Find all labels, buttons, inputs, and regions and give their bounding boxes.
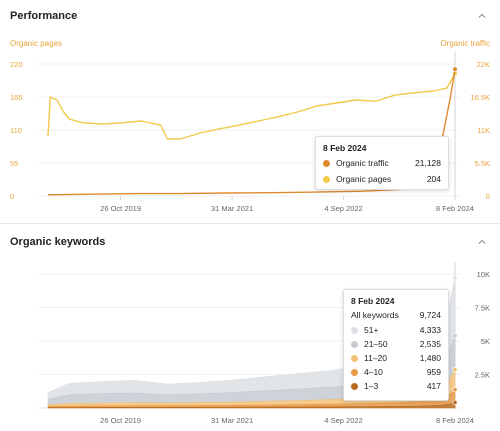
- performance-tooltip-value: 204: [426, 174, 441, 184]
- keywords-y-tick-label: 10K: [477, 270, 490, 279]
- keywords-tooltip-value: 417: [426, 381, 441, 391]
- position-51-plus-dot-icon: [351, 327, 358, 334]
- keywords-tooltip: 8 Feb 2024 All keywords 9,724 51+ 4,333 …: [343, 289, 449, 401]
- position-4-10-dot-icon: [351, 369, 358, 376]
- keywords-tooltip-row: 4–10 959: [351, 367, 441, 379]
- organic-pages-dot-icon: [323, 176, 330, 183]
- performance-tooltip: 8 Feb 2024 Organic traffic 21,128 Organi…: [315, 136, 449, 190]
- left-axis-tick-label: 55: [10, 159, 18, 168]
- performance-x-tick-label: 26 Oct 2019: [100, 204, 141, 213]
- performance-x-tick-label: 8 Feb 2024: [436, 204, 474, 213]
- position-21-50-dot-icon: [351, 341, 358, 348]
- keywords-tooltip-all-value: 9,724: [419, 310, 441, 320]
- keywords-tooltip-value: 1,480: [419, 353, 441, 363]
- performance-x-tick-label: 4 Sep 2022: [324, 204, 362, 213]
- right-axis-tick-label: 22K: [477, 60, 490, 69]
- left-axis-tick-label: 110: [10, 126, 22, 135]
- organic-pages-line: [47, 73, 456, 140]
- left-axis-title: Organic pages: [10, 39, 63, 48]
- right-axis-tick-label: 0: [486, 192, 490, 201]
- position-1-3-dot-icon: [351, 383, 358, 390]
- keywords-x-tick-label: 4 Sep 2022: [324, 416, 362, 425]
- performance-tooltip-date: 8 Feb 2024: [323, 143, 367, 153]
- performance-tooltip-row: Organic pages 204: [323, 174, 441, 186]
- left-axis-tick-label: 220: [10, 60, 23, 69]
- keywords-y-tick-label: 2.5K: [475, 371, 490, 380]
- organic-keywords-title: Organic keywords: [10, 236, 106, 248]
- keywords-area-21-50-point: [452, 333, 458, 339]
- right-axis-tick-label: 16.5K: [470, 93, 490, 102]
- keywords-tooltip-row: 21–50 2,535: [351, 339, 441, 351]
- performance-x-tick-label: 31 Mar 2021: [211, 204, 253, 213]
- keywords-area-1-3: [47, 401, 456, 409]
- keywords-area-51--point: [452, 275, 458, 281]
- performance-tooltip-label: Organic traffic: [336, 158, 389, 168]
- keywords-area-11-20-point: [452, 367, 458, 373]
- keywords-area-1-3-point: [452, 399, 458, 405]
- keywords-tooltip-row: 51+ 4,333: [351, 325, 441, 337]
- keywords-tooltip-label: 1–3: [364, 381, 379, 391]
- performance-tooltip-value: 21,128: [415, 158, 441, 168]
- right-axis-title: Organic traffic: [440, 39, 490, 48]
- keywords-tooltip-all-label: All keywords: [351, 310, 399, 320]
- keywords-y-tick-label: 5K: [481, 337, 490, 346]
- keywords-x-tick-label: 26 Oct 2019: [100, 416, 141, 425]
- left-axis-tick-label: 165: [10, 93, 23, 102]
- position-11-20-dot-icon: [351, 355, 358, 362]
- collapse-keywords-chevron-icon[interactable]: [478, 238, 486, 246]
- keywords-tooltip-row: 11–20 1,480: [351, 353, 441, 365]
- keywords-tooltip-label: 51+: [364, 325, 379, 335]
- performance-tooltip-row: Organic traffic 21,128: [323, 158, 441, 170]
- organic-traffic-dot-icon: [323, 160, 330, 167]
- keywords-tooltip-row: 1–3 417: [351, 381, 441, 393]
- section-divider: [0, 223, 500, 224]
- right-axis-tick-label: 11K: [477, 126, 490, 135]
- keywords-area-4-10-point: [452, 387, 458, 393]
- performance-tooltip-label: Organic pages: [336, 174, 392, 184]
- keywords-tooltip-value: 959: [426, 367, 441, 377]
- keywords-x-tick-label: 8 Feb 2024: [436, 416, 474, 425]
- keywords-tooltip-date: 8 Feb 2024: [351, 296, 395, 306]
- keywords-x-tick-label: 31 Mar 2021: [211, 416, 253, 425]
- keywords-tooltip-label: 21–50: [364, 339, 388, 349]
- right-axis-tick-label: 5.5K: [475, 159, 490, 168]
- keywords-tooltip-label: 4–10: [364, 367, 383, 377]
- collapse-performance-chevron-icon[interactable]: [478, 12, 486, 20]
- keywords-tooltip-value: 4,333: [419, 325, 441, 335]
- keywords-y-tick-label: 7.5K: [475, 304, 490, 313]
- left-axis-tick-label: 0: [10, 192, 14, 201]
- keywords-tooltip-label: 11–20: [364, 353, 388, 363]
- keywords-tooltip-all-row: All keywords 9,724: [351, 310, 441, 322]
- organic-traffic-line-point: [452, 66, 458, 73]
- keywords-tooltip-value: 2,535: [419, 339, 441, 349]
- performance-title: Performance: [10, 10, 78, 22]
